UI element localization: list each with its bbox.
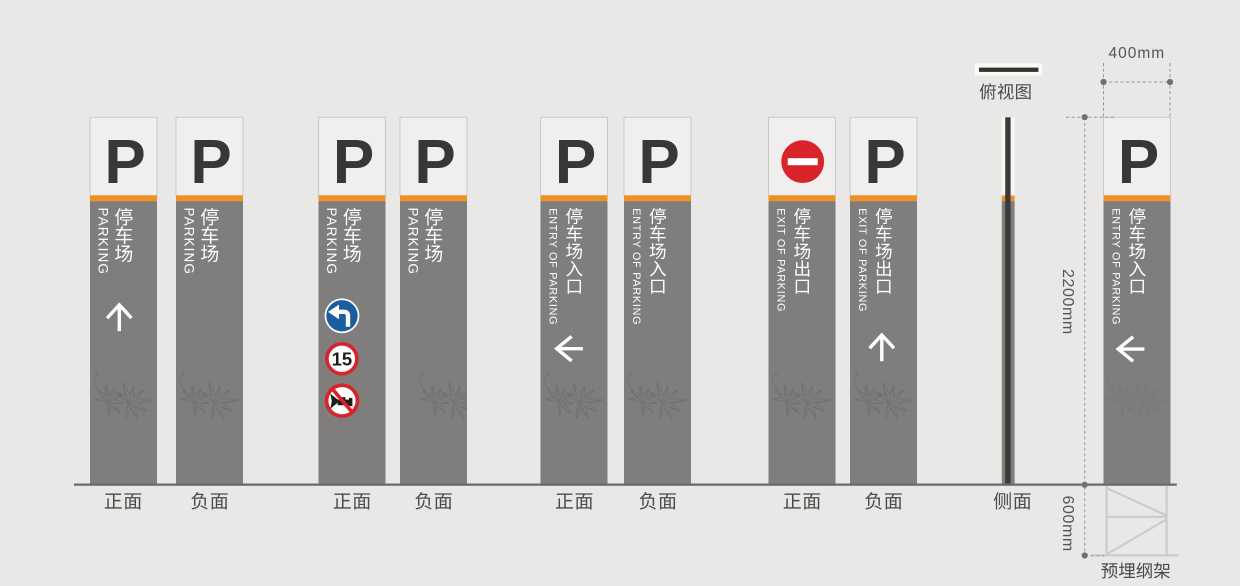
svg-text:PARKING: PARKING <box>182 208 197 275</box>
svg-text:P: P <box>638 128 679 197</box>
svg-text:2200mm: 2200mm <box>1059 269 1076 335</box>
svg-text:P: P <box>555 128 596 197</box>
svg-text:P: P <box>1118 128 1159 197</box>
svg-text:P: P <box>333 128 374 197</box>
svg-text:P: P <box>864 128 905 197</box>
svg-text:PARKING: PARKING <box>406 208 421 275</box>
svg-text:P: P <box>190 128 231 197</box>
svg-text:P: P <box>414 128 455 197</box>
svg-text:ENTRY OF PARKING: ENTRY OF PARKING <box>546 208 558 325</box>
svg-text:EXIT OF PARKING: EXIT OF PARKING <box>774 208 786 312</box>
svg-text:600mm: 600mm <box>1059 496 1076 552</box>
svg-text:ENTRY OF PARKING: ENTRY OF PARKING <box>630 208 642 325</box>
svg-text:400mm: 400mm <box>1109 45 1166 62</box>
svg-text:PARKING: PARKING <box>324 208 339 275</box>
svg-text:15: 15 <box>332 348 353 369</box>
svg-text:ENTRY OF PARKING: ENTRY OF PARKING <box>1109 208 1121 325</box>
svg-text:P: P <box>104 128 145 197</box>
svg-text:PARKING: PARKING <box>96 208 111 275</box>
svg-text:EXIT OF PARKING: EXIT OF PARKING <box>856 208 868 312</box>
